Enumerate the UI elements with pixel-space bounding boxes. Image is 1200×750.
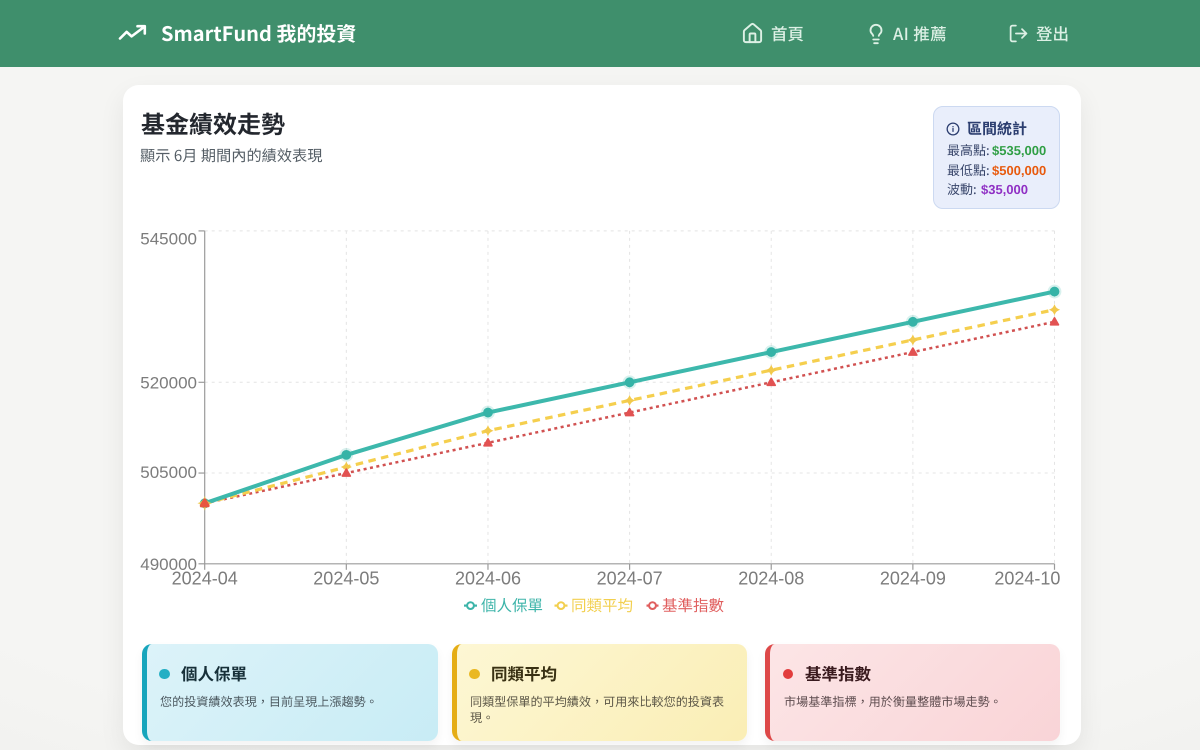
svg-text:2024-09: 2024-09 [880, 569, 946, 589]
svg-text:2024-05: 2024-05 [313, 569, 379, 589]
svg-text:520000: 520000 [140, 374, 197, 393]
svg-text:2024-06: 2024-06 [455, 569, 521, 589]
svg-text:545000: 545000 [140, 230, 197, 249]
svg-text:490000: 490000 [140, 555, 197, 574]
svg-text:2024-08: 2024-08 [738, 569, 804, 589]
svg-text:2024-07: 2024-07 [597, 569, 663, 589]
svg-text:2024-04: 2024-04 [172, 569, 238, 589]
svg-text:505000: 505000 [140, 463, 197, 482]
svg-text:2024-10: 2024-10 [994, 569, 1060, 589]
